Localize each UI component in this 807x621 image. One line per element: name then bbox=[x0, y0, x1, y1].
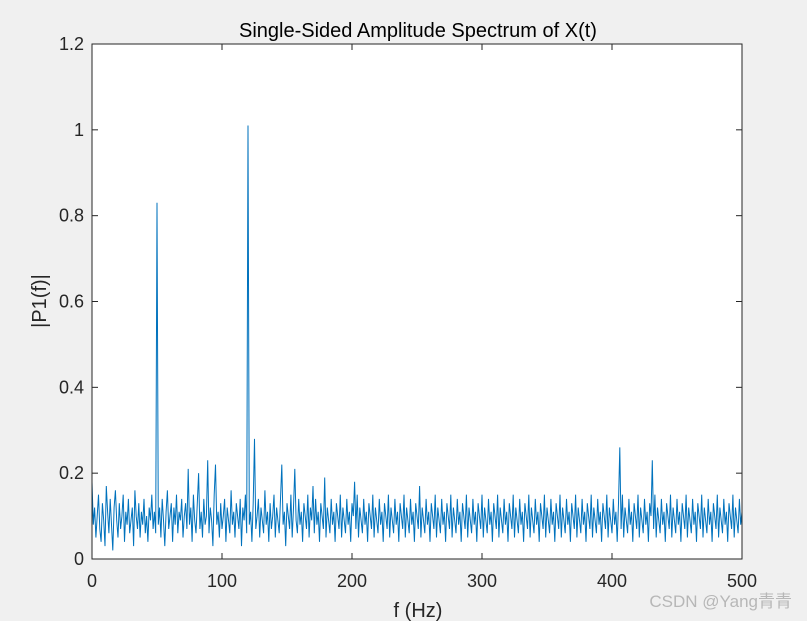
x-axis-label: f (Hz) bbox=[394, 600, 443, 621]
x-tick-label: 100 bbox=[207, 571, 237, 591]
y-axis-ticks: 0 0.2 0.4 0.6 0.8 1 1.2 bbox=[59, 34, 742, 569]
y-tick-label: 1 bbox=[74, 120, 84, 140]
x-axis-ticks: 0 100 200 300 400 500 bbox=[87, 44, 757, 591]
series-line bbox=[91, 125, 743, 551]
watermark-text: CSDN @Yang青青 bbox=[649, 592, 792, 611]
y-tick-label: 0.4 bbox=[59, 377, 84, 397]
x-tick-label: 400 bbox=[597, 571, 627, 591]
x-tick-label: 200 bbox=[337, 571, 367, 591]
y-tick-label: 1.2 bbox=[59, 34, 84, 54]
y-tick-label: 0 bbox=[74, 549, 84, 569]
x-tick-label: 500 bbox=[727, 571, 757, 591]
y-axis-label: |P1(f)| bbox=[29, 274, 51, 328]
axes-box bbox=[91, 43, 743, 560]
plot-area bbox=[92, 44, 742, 559]
x-tick-label: 300 bbox=[467, 571, 497, 591]
y-tick-label: 0.6 bbox=[59, 292, 84, 312]
chart-title: Single-Sided Amplitude Spectrum of X(t) bbox=[239, 20, 597, 42]
y-tick-label: 0.8 bbox=[59, 206, 84, 226]
y-tick-label: 0.2 bbox=[59, 463, 84, 483]
x-tick-label: 0 bbox=[87, 571, 97, 591]
